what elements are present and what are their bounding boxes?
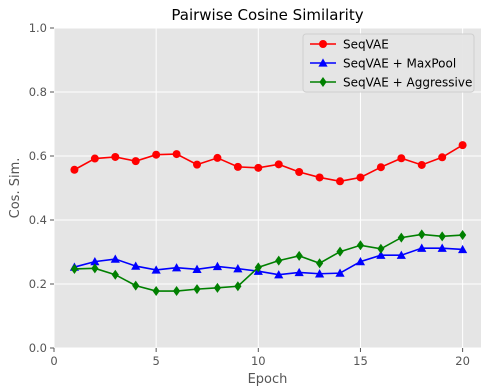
data-point — [377, 243, 385, 254]
x-tick-label: 20 — [455, 354, 470, 368]
data-point — [213, 153, 222, 162]
x-tick-label: 15 — [353, 354, 368, 368]
x-tick-label: 5 — [152, 354, 159, 368]
data-point — [110, 254, 120, 263]
y-tick-label: 0.0 — [29, 341, 47, 355]
data-point — [418, 229, 426, 240]
data-point — [397, 232, 405, 243]
data-point — [233, 264, 243, 273]
data-point — [295, 168, 304, 176]
data-point — [438, 231, 446, 242]
data-point — [355, 257, 366, 266]
data-point — [275, 255, 283, 266]
x-tick-label: 10 — [251, 354, 266, 368]
axes: 0 5 10 15 20 0.0 0.2 0.4 0.6 0.8 1.0 — [29, 21, 470, 368]
data-point — [91, 263, 99, 274]
y-tick-label: 0.6 — [29, 149, 47, 163]
data-point — [132, 280, 140, 291]
data-point — [376, 250, 386, 259]
data-point — [254, 163, 263, 172]
data-point — [213, 282, 222, 293]
legend: SeqVAE SeqVAE + MaxPool SeqVAE + Aggressiv… — [302, 33, 475, 93]
data-point — [397, 154, 406, 163]
data-point — [437, 243, 447, 252]
data-point — [70, 263, 79, 274]
series-layer — [69, 141, 468, 297]
y-axis-label: Cos. Sim. — [8, 158, 23, 219]
data-point — [458, 141, 467, 150]
y-tick-label: 0.8 — [29, 85, 47, 99]
data-point — [417, 160, 426, 169]
data-point — [274, 270, 284, 279]
x-tick-label: 0 — [50, 354, 57, 368]
data-point — [151, 265, 161, 274]
data-point — [274, 160, 283, 169]
legend-box — [302, 33, 475, 93]
data-point — [336, 177, 345, 186]
legend-marker — [319, 77, 327, 87]
data-point — [172, 150, 181, 159]
data-point — [212, 261, 223, 271]
data-point — [171, 263, 182, 272]
data-point — [70, 165, 79, 174]
data-point — [396, 250, 406, 259]
data-point — [152, 286, 160, 297]
data-point — [458, 244, 468, 254]
data-point — [294, 267, 304, 277]
data-point — [356, 173, 365, 182]
series-line — [74, 233, 463, 292]
legend-label: SeqVAE — [343, 38, 389, 52]
series-3 — [70, 229, 467, 297]
data-point — [314, 269, 325, 278]
data-point — [193, 284, 201, 295]
data-point — [376, 163, 385, 172]
data-point — [438, 153, 447, 162]
series-line — [74, 247, 463, 276]
data-point — [172, 286, 181, 297]
data-point — [336, 246, 344, 257]
data-point — [234, 281, 242, 292]
data-point — [356, 240, 365, 251]
data-point — [192, 264, 202, 273]
data-point — [335, 268, 345, 277]
legend-label: SeqVAE + MaxPool — [343, 57, 456, 71]
series-1 — [70, 141, 467, 186]
data-point — [417, 243, 427, 252]
data-point — [131, 261, 141, 270]
y-tick-label: 0.2 — [29, 277, 47, 291]
data-point — [315, 258, 324, 269]
data-point — [111, 269, 119, 280]
data-point — [233, 162, 242, 171]
data-point — [295, 250, 303, 261]
data-point — [131, 157, 140, 166]
legend-marker — [318, 58, 328, 67]
y-tick-label: 0.4 — [29, 213, 47, 227]
data-point — [111, 152, 120, 161]
data-point — [152, 150, 161, 159]
data-point — [315, 173, 324, 182]
x-axis-label: Epoch — [248, 372, 288, 387]
data-point — [90, 257, 100, 266]
legend-label: SeqVAE + Aggressive — [343, 76, 472, 90]
data-point — [459, 230, 467, 241]
data-point — [90, 154, 99, 163]
chart-title: Pairwise Cosine Similarity — [171, 6, 363, 24]
legend-marker — [319, 40, 327, 48]
data-point — [254, 262, 262, 273]
data-point — [193, 160, 202, 169]
y-tick-label: 1.0 — [29, 21, 47, 35]
